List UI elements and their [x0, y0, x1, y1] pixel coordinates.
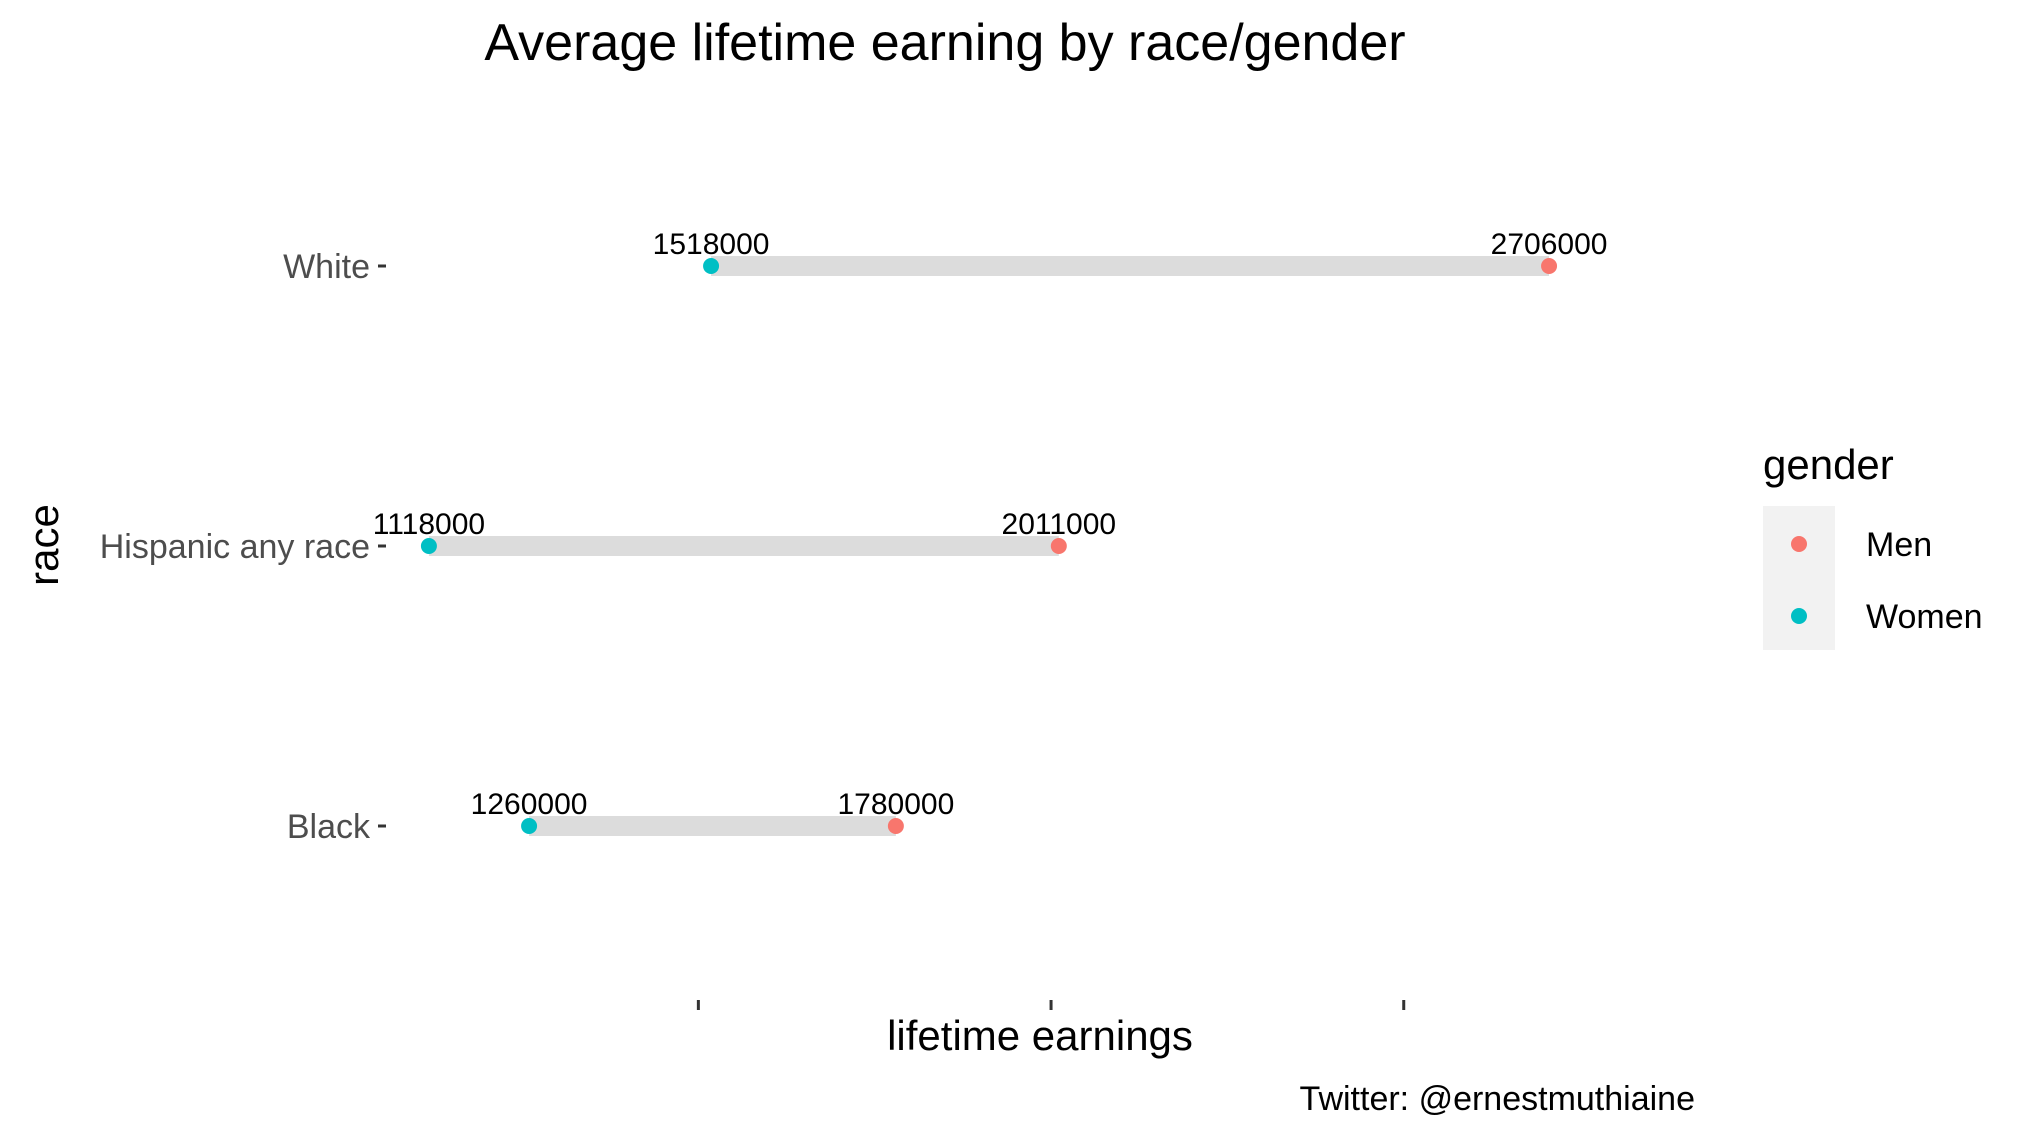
data-label-women-white: 1518000 — [653, 228, 770, 261]
data-label-men-hispanic-any-race: 2011000 — [1002, 508, 1117, 541]
legend-key-men — [1791, 536, 1807, 552]
point-women-white — [703, 258, 720, 274]
point-men-black — [887, 818, 904, 834]
legend-key-women — [1791, 608, 1807, 624]
chart-title: Average lifetime earning by race/gender — [484, 14, 1405, 72]
y-tick-label-black: Black — [287, 808, 371, 846]
legend-key-background — [1763, 506, 1835, 650]
caption: Twitter: @ernestmuthiaine — [1300, 1080, 1695, 1118]
y-axis-title: race — [20, 504, 67, 586]
legend-label-men: Men — [1866, 526, 1932, 564]
y-tick-label-hispanic-any-race: Hispanic any race — [100, 528, 370, 566]
plot-area: White Hispanic any race Black 1518000 111800… — [100, 228, 1608, 1010]
data-label-women-hispanic-any-race: 1118000 — [373, 508, 485, 541]
point-men-white — [1541, 258, 1558, 274]
point-women-black — [521, 818, 538, 834]
point-men-hispanic-any-race — [1050, 538, 1067, 554]
data-label-women-black: 1260000 — [471, 788, 588, 821]
point-women-hispanic-any-race — [420, 538, 437, 554]
legend: gender Men Women — [1763, 441, 1983, 650]
data-label-men-black: 1780000 — [837, 788, 954, 821]
legend-title: gender — [1763, 441, 1894, 488]
x-axis-title: lifetime earnings — [887, 1012, 1193, 1059]
legend-label-women: Women — [1866, 598, 1983, 636]
data-label-men-white: 2706000 — [1491, 228, 1608, 261]
y-tick-label-white: White — [283, 248, 370, 286]
